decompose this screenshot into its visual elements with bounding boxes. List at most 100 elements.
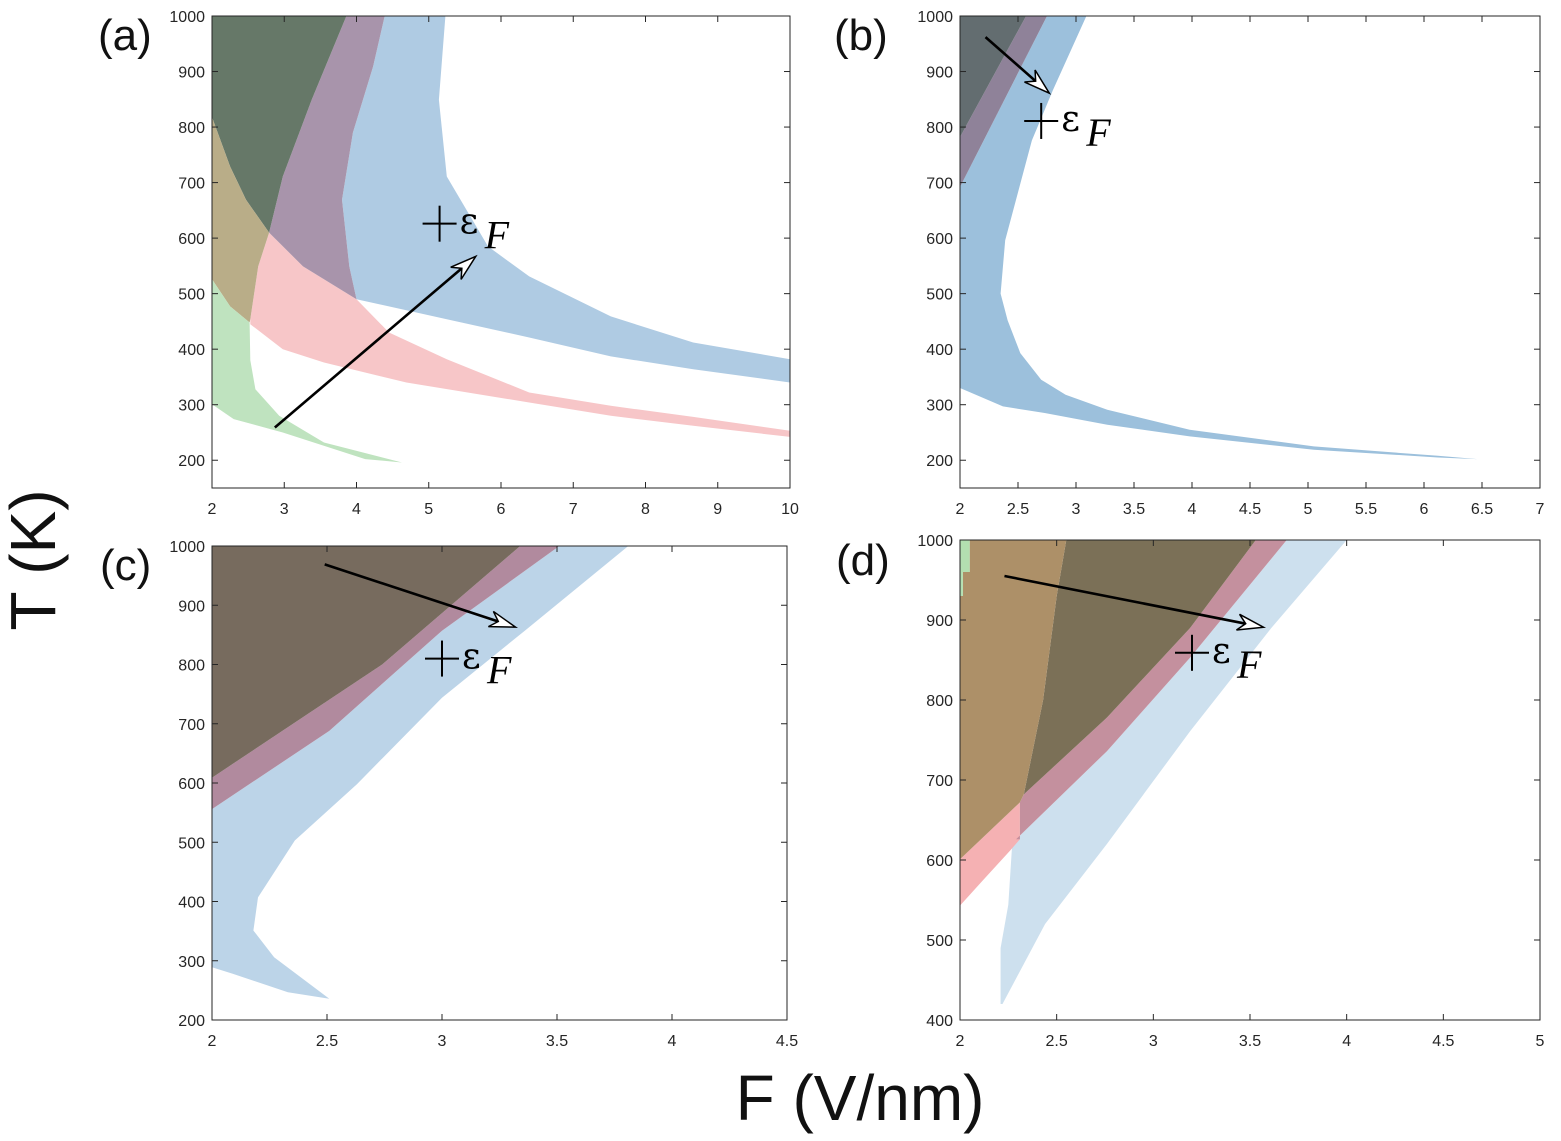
x-tick-label: 2.5 (1007, 501, 1029, 518)
x-tick-label: 4 (1342, 1033, 1351, 1050)
y-tick-label: 600 (178, 231, 205, 248)
arrow-line (274, 267, 463, 429)
region-6 (960, 540, 970, 596)
regions (212, 16, 790, 463)
y-tick-label: 700 (178, 717, 205, 734)
arrow-head (1236, 613, 1267, 631)
y-tick-label: 200 (926, 453, 953, 470)
y-tick-label: 500 (926, 287, 953, 304)
panel-label: (c) (100, 541, 151, 590)
x-tick-label: 2.5 (1046, 1033, 1068, 1050)
marker-symbol: ε (460, 202, 479, 243)
x-tick-label: 4.5 (776, 1033, 798, 1050)
y-tick-label: 400 (178, 342, 205, 359)
region-4 (212, 16, 347, 233)
x-tick-label: 2 (208, 501, 217, 518)
regions (212, 546, 629, 999)
y-tick-label: 400 (178, 895, 205, 912)
region-1 (342, 16, 790, 383)
x-tick-label: 3 (1072, 501, 1081, 518)
x-tick-label: 4 (1188, 501, 1197, 518)
arrow-line (1004, 574, 1246, 625)
y-tick-label: 1000 (169, 9, 205, 26)
x-tick-label: 5 (1536, 1033, 1545, 1050)
x-tick-label: 5 (424, 501, 433, 518)
y-tick-label: 900 (926, 65, 953, 82)
marker-subscript: F (1236, 642, 1262, 687)
x-tick-label: 7 (1536, 501, 1545, 518)
y-axis-title: T (K) (0, 489, 69, 630)
x-tick-label: 5.5 (1355, 501, 1377, 518)
region-2 (960, 16, 1047, 187)
region-2 (212, 546, 560, 810)
y-tick-label: 700 (178, 176, 205, 193)
x-tick-label: 9 (713, 501, 722, 518)
arrow-head (488, 610, 519, 628)
x-tick-label: 4.5 (1239, 501, 1261, 518)
x-tick-label: 7 (569, 501, 578, 518)
arrow-head (1024, 69, 1052, 95)
x-tick-label: 2.5 (316, 1033, 338, 1050)
x-axis-title: F (V/nm) (736, 1062, 985, 1134)
y-tick-label: 500 (926, 933, 953, 950)
y-tick-label: 700 (926, 176, 953, 193)
y-tick-label: 900 (178, 598, 205, 615)
region-4 (1023, 540, 1256, 795)
y-tick-label: 800 (178, 120, 205, 137)
panel-c: 2 2.5 3 3.5 4 4.5 200 300 400 500 600 700 800 900 1000… (100, 539, 798, 1050)
y-tick-label: 600 (926, 853, 953, 870)
x-tick-label: 6 (497, 501, 506, 518)
panel-a: 2 3 4 5 6 7 8 9 10 200 300 400 500 600 700 800 900 1000 (a… (98, 9, 799, 518)
x-tick-label: 2 (208, 1033, 217, 1050)
marker-symbol: ε (1212, 631, 1231, 672)
region-2 (960, 802, 1020, 906)
region-1 (212, 546, 629, 999)
x-tick-label: 10 (781, 501, 799, 518)
x-tick-label: 5 (1304, 501, 1313, 518)
region-2 (250, 232, 790, 437)
x-tick-label: 2 (956, 501, 965, 518)
y-tick-label: 1000 (169, 539, 205, 556)
y-tick-label: 300 (178, 398, 205, 415)
x-tick-label: 6.5 (1471, 501, 1493, 518)
panel-b: 2 2.5 3 3.5 4 4.5 5 5.5 6 6.5 7 200 300 400 500 600 700 8… (834, 9, 1545, 518)
arrow-head (450, 254, 478, 280)
y-tick-label: 300 (178, 954, 205, 971)
x-tick-label: 3.5 (1239, 1033, 1261, 1050)
panel-d: 2 2.5 3 3.5 4 4.5 5 400 500 600 700 800 900 1000 (d) ε F (836, 533, 1545, 1050)
y-tick-label: 800 (926, 120, 953, 137)
x-tick-label: 3 (1149, 1033, 1158, 1050)
arrow-line (324, 563, 499, 623)
region-5 (960, 540, 1067, 860)
regions (960, 16, 1478, 460)
y-tick-label: 1000 (917, 9, 953, 26)
y-tick-label: 200 (178, 1013, 205, 1030)
marker-subscript: F (484, 213, 510, 258)
y-tick-label: 1000 (917, 533, 953, 550)
y-tick-label: 300 (926, 398, 953, 415)
region-5 (212, 117, 270, 323)
marker-symbol: ε (1061, 99, 1080, 140)
x-tick-label: 6 (1420, 501, 1429, 518)
y-tick-label: 400 (926, 342, 953, 359)
x-tick-label: 4 (668, 1033, 677, 1050)
y-tick-label: 900 (926, 613, 953, 630)
x-tick-label: 4.5 (1432, 1033, 1454, 1050)
x-tick-label: 3 (438, 1033, 447, 1050)
y-tick-label: 900 (178, 65, 205, 82)
panel-label: (a) (98, 11, 152, 60)
panel-label: (b) (834, 11, 888, 60)
regions (960, 540, 1347, 1004)
y-tick-label: 700 (926, 773, 953, 790)
y-tick-label: 600 (926, 231, 953, 248)
x-tick-label: 3 (280, 501, 289, 518)
marker-subscript: F (1085, 110, 1111, 155)
y-tick-label: 500 (178, 287, 205, 304)
arrow-line (984, 36, 1037, 83)
x-tick-label: 3.5 (546, 1033, 568, 1050)
y-tick-label: 500 (178, 835, 205, 852)
y-tick-label: 800 (926, 693, 953, 710)
region-3 (269, 16, 385, 300)
y-tick-label: 400 (926, 1013, 953, 1030)
